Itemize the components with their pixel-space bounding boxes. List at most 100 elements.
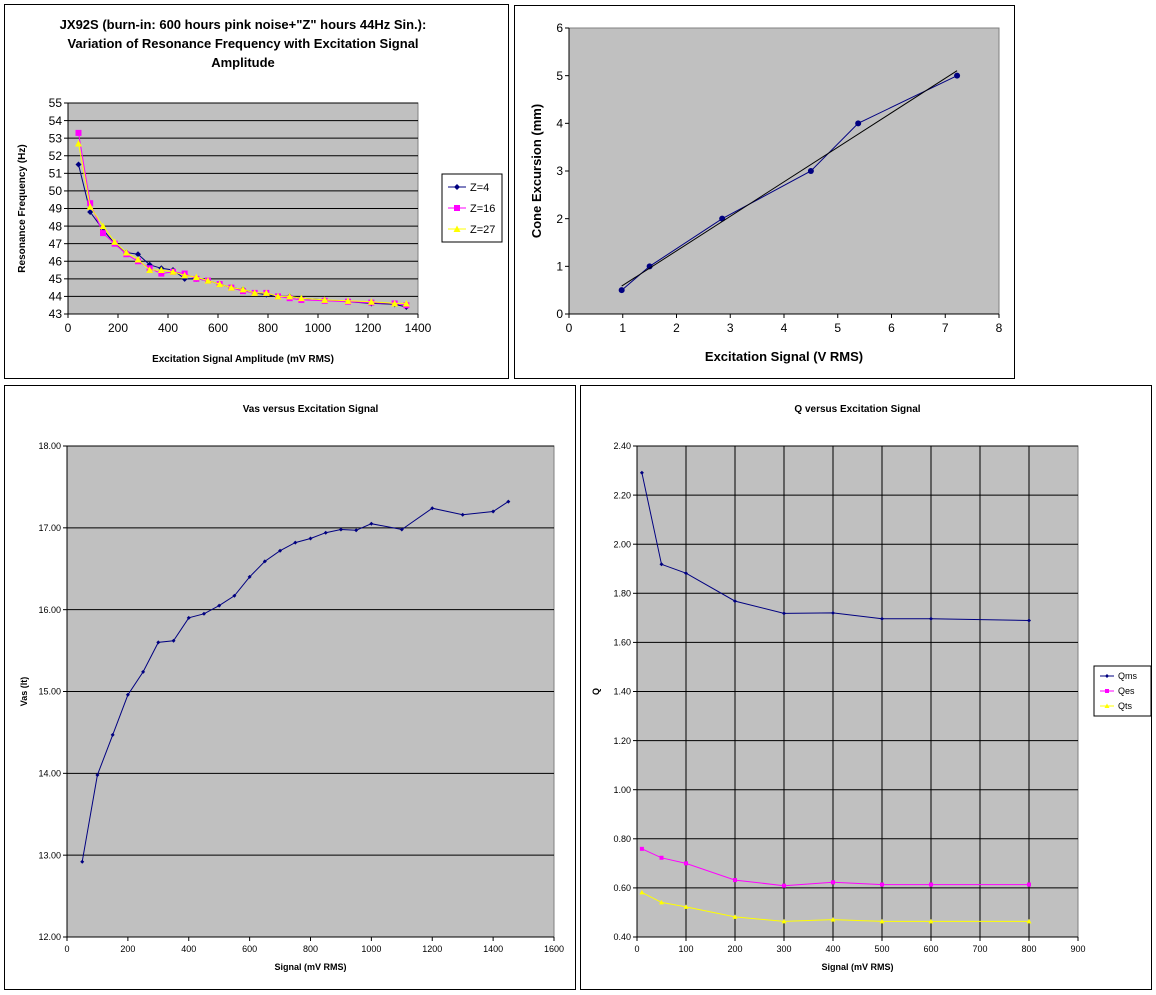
y-tick-label: 17.00 xyxy=(38,523,61,533)
legend-entry: Z=4 xyxy=(470,182,489,194)
y-tick-label: 54 xyxy=(49,114,63,128)
x-tick-label: 200 xyxy=(120,944,135,954)
panel-excursion: 0 1 2 3 4 5 6 0 1 2 3 4 5 6 7 8 Excitation Signal (V RMS… xyxy=(514,5,1015,379)
y-axis-title: Resonance Frequency (Hz) xyxy=(17,144,28,272)
y-tick-label: 44 xyxy=(49,290,63,304)
x-tick-label: 7 xyxy=(942,321,949,335)
x-tick-label: 1400 xyxy=(405,321,432,335)
y-tick-label: 2.40 xyxy=(613,441,631,451)
data-point xyxy=(782,883,786,888)
y-tick-label: 0.60 xyxy=(613,883,631,893)
chart-title-line: Variation of Resonance Frequency with Ex… xyxy=(67,36,418,51)
data-point xyxy=(646,263,653,270)
x-tick-label: 300 xyxy=(776,944,791,954)
data-point xyxy=(156,640,161,645)
y-tick-label: 55 xyxy=(49,96,63,110)
data-point xyxy=(75,129,82,136)
x-tick-label: 0 xyxy=(566,321,573,335)
legend-entry: Qes xyxy=(1118,686,1135,696)
data-point xyxy=(262,559,267,564)
y-tick-label: 2.00 xyxy=(613,539,631,549)
data-point xyxy=(262,289,270,296)
data-point xyxy=(171,638,176,643)
x-tick-label: 1200 xyxy=(422,944,442,954)
data-point xyxy=(354,528,359,533)
data-point xyxy=(430,506,435,511)
chart-title: Vas versus Excitation Signal xyxy=(243,404,379,415)
data-point xyxy=(75,139,82,147)
data-point xyxy=(186,615,191,620)
x-axis-title: Signal (mV RMS) xyxy=(821,962,893,972)
y-tick-label: 2.20 xyxy=(613,490,631,500)
data-point xyxy=(367,298,375,305)
data-point xyxy=(122,248,130,256)
legend-marker xyxy=(453,225,461,232)
y-tick-label: 0.80 xyxy=(613,834,631,844)
data-point xyxy=(274,292,282,300)
panel-vas: 12.00 13.00 14.00 15.00 16.00 17.00 18.00 0 200 4… xyxy=(4,385,576,990)
data-point xyxy=(169,268,177,275)
chart-q: 0.40 0.60 0.80 1.00 1.20 1.40 1.60 1.80 2.00 2.20… xyxy=(591,404,1152,972)
data-point xyxy=(880,616,884,621)
data-point xyxy=(399,527,404,532)
y-tick-label: 13.00 xyxy=(38,850,61,860)
y-tick-label: 49 xyxy=(49,202,63,216)
data-point xyxy=(928,918,934,924)
data-point xyxy=(251,289,259,296)
data-point xyxy=(217,603,222,608)
legend-marker xyxy=(454,184,460,190)
data-point xyxy=(781,918,787,924)
data-point xyxy=(181,271,189,279)
y-tick-label: 46 xyxy=(49,254,63,268)
data-point xyxy=(929,616,933,621)
y-tick-label: 0.40 xyxy=(613,932,631,942)
data-point xyxy=(1027,882,1031,887)
data-point xyxy=(95,772,100,777)
y-tick-label: 2 xyxy=(556,212,563,226)
y-tick-label: 1 xyxy=(556,260,563,274)
data-point xyxy=(391,299,399,307)
x-tick-label: 600 xyxy=(242,944,257,954)
data-point xyxy=(369,521,374,526)
x-tick-label: 0 xyxy=(634,944,639,954)
x-tick-label: 200 xyxy=(108,321,128,335)
data-point xyxy=(192,273,200,281)
data-point xyxy=(1027,618,1031,623)
x-tick-label: 900 xyxy=(1070,944,1085,954)
data-point xyxy=(321,296,329,303)
legend-marker xyxy=(454,205,460,211)
y-tick-label: 48 xyxy=(49,219,63,233)
data-point xyxy=(659,562,664,567)
data-point xyxy=(491,509,496,514)
chart-title-line: Amplitude xyxy=(211,55,275,70)
data-point xyxy=(639,846,644,851)
y-tick-label: 1.20 xyxy=(613,736,631,746)
data-point xyxy=(86,203,94,210)
data-point xyxy=(87,209,94,216)
data-point xyxy=(1026,918,1032,924)
chart-resonance-frequency: 43 44 45 46 47 48 49 50 51 52 53 54 55 0 200 400 600 800 1… xyxy=(17,17,503,365)
legend-entry: Qts xyxy=(1118,701,1133,711)
data-point xyxy=(308,536,313,541)
x-tick-label: 400 xyxy=(825,944,840,954)
data-point xyxy=(239,285,247,293)
data-point xyxy=(146,266,154,274)
x-tick-label: 0 xyxy=(65,321,72,335)
data-point xyxy=(247,574,252,579)
data-point xyxy=(134,255,142,263)
data-point xyxy=(278,548,283,553)
data-point xyxy=(733,878,737,883)
series-line xyxy=(621,75,958,291)
chart-vas: 12.00 13.00 14.00 15.00 16.00 17.00 18.00 0 200 4… xyxy=(19,404,564,972)
x-tick-label: 200 xyxy=(727,944,742,954)
y-tick-label: 1.60 xyxy=(613,638,631,648)
data-point xyxy=(831,880,835,885)
data-point xyxy=(830,917,836,922)
x-tick-label: 400 xyxy=(181,944,196,954)
legend-marker xyxy=(1105,689,1109,693)
data-point xyxy=(338,527,343,532)
data-point xyxy=(286,292,294,300)
data-point xyxy=(323,530,328,535)
x-tick-label: 1000 xyxy=(361,944,381,954)
x-tick-label: 1400 xyxy=(483,944,503,954)
